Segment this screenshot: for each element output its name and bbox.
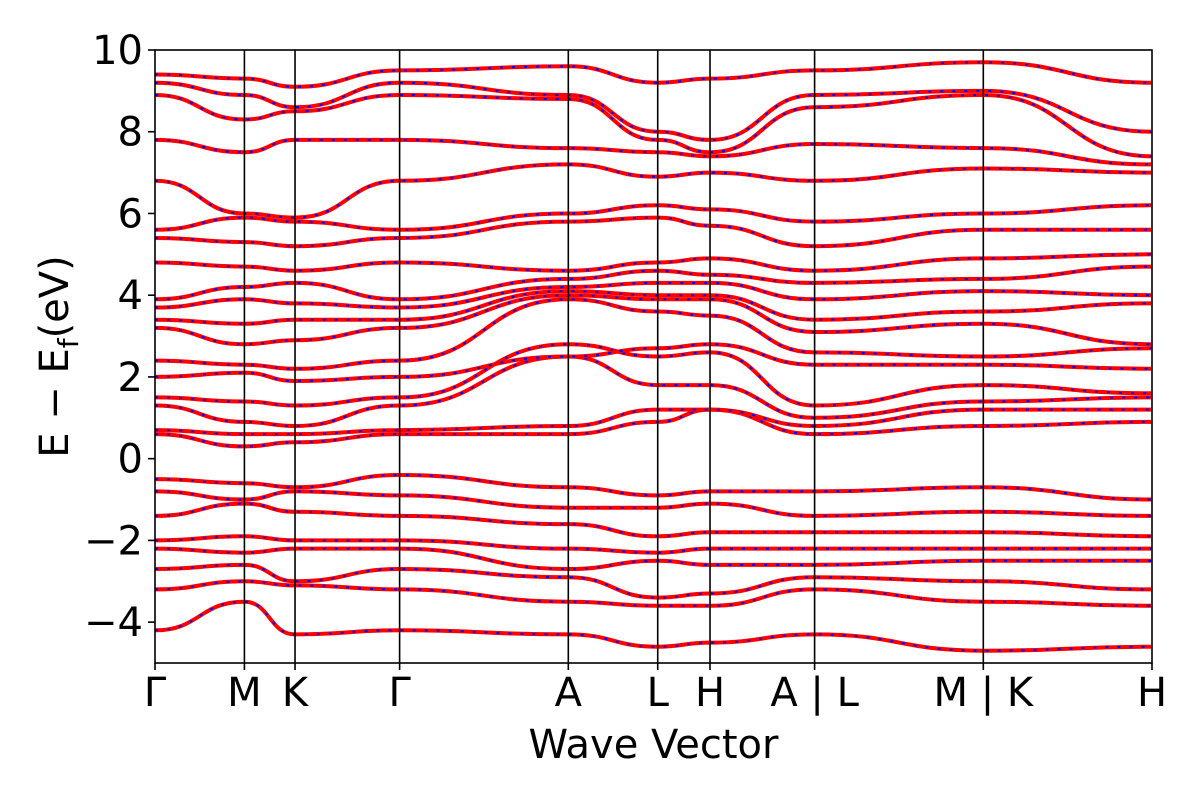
y-tick-label: 6 [118, 191, 143, 237]
band-line-blue-dotted [155, 93, 1152, 158]
band-line-red [155, 342, 1152, 384]
x-kpoint-label: Γ [388, 670, 411, 716]
band-line-red [155, 280, 1152, 310]
x-kpoint-label: H [1137, 670, 1167, 716]
band-line-blue-dotted [155, 81, 1152, 141]
band-line-blue-dotted [155, 408, 1152, 448]
plot-frame [154, 49, 1153, 664]
band-line-red [155, 407, 1152, 449]
band-line-red [155, 342, 1152, 408]
x-kpoint-label: Γ [144, 670, 167, 716]
band-line-blue-dotted [155, 61, 1152, 88]
band-line-red [155, 472, 1152, 502]
band-line-blue-dotted [155, 298, 1152, 370]
y-tick-label: 8 [118, 110, 143, 156]
band-line-blue-dotted [155, 343, 1152, 407]
band-line-red [155, 534, 1152, 555]
band-line-red [155, 293, 1152, 347]
kpoint-separators [243, 50, 985, 663]
y-tick-label: 2 [118, 355, 143, 401]
band-line-blue-dotted [155, 563, 1152, 599]
y-axis-ticks: 10 8 6 4 2 0 −2 −4 [84, 28, 155, 646]
band-line-blue-dotted [155, 355, 1152, 428]
x-kpoint-label: H [695, 670, 725, 716]
band-line-red [155, 562, 1152, 600]
band-line-red [155, 203, 1152, 232]
band-line-red [155, 579, 1152, 608]
band-line-red [155, 252, 1152, 273]
y-tick-label: −2 [84, 518, 143, 564]
x-kpoint-label: M [227, 670, 262, 716]
x-kpoint-label: L [647, 670, 670, 716]
y-tick-label: 10 [92, 28, 143, 74]
band-line-blue-dotted [155, 600, 1152, 652]
y-axis-label-main: E − E [32, 348, 78, 458]
band-line-blue-dotted [155, 163, 1152, 219]
band-line-blue-dotted [155, 580, 1152, 607]
band-line-red [155, 289, 1152, 326]
x-kpoint-label: A [555, 670, 583, 716]
y-tick-label: 4 [118, 273, 143, 319]
x-kpoint-label: M | K [933, 670, 1034, 716]
band-line-red [155, 501, 1152, 539]
band-line-red [155, 599, 1152, 653]
band-line-blue-dotted [155, 547, 1152, 571]
y-axis-label-subscript: f [52, 337, 85, 348]
y-axis-label: E − Ef(eV) [32, 255, 85, 458]
x-axis-label: Wave Vector [529, 722, 780, 768]
band-line-blue-dotted [155, 343, 1152, 383]
x-kpoint-label: A | L [770, 670, 859, 716]
bands [155, 60, 1152, 653]
band-line-red [155, 489, 1152, 518]
y-tick-label: −4 [84, 600, 143, 646]
y-tick-label: 0 [118, 437, 143, 483]
band-line-red [155, 60, 1152, 89]
band-line-blue-dotted [155, 265, 1152, 301]
y-axis-label-unit: (eV) [32, 255, 78, 338]
band-line-red [155, 137, 1152, 167]
band-line-red [155, 162, 1152, 220]
band-line-blue-dotted [155, 290, 1152, 325]
band-line-blue-dotted [155, 408, 1152, 436]
band-line-red [155, 215, 1152, 249]
x-kpoint-label: K [282, 670, 310, 716]
